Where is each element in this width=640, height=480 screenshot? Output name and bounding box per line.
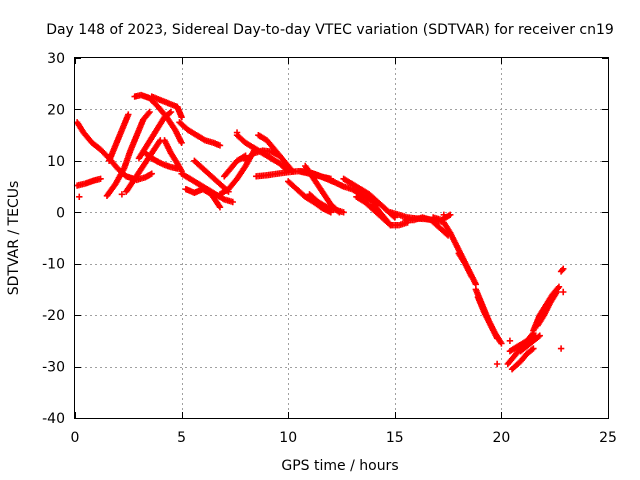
x-axis-label: GPS time / hours	[281, 458, 398, 474]
data-point	[536, 332, 543, 339]
data-point	[216, 203, 224, 211]
data-point	[555, 283, 563, 291]
data-point	[535, 333, 542, 340]
data-point	[554, 284, 562, 292]
data-point	[340, 209, 347, 216]
data-point	[118, 191, 126, 198]
y-tick-label: -20	[42, 308, 65, 324]
x-tick-label: 15	[386, 430, 404, 446]
data-point	[178, 139, 185, 147]
data-point	[229, 198, 236, 206]
data-point	[498, 340, 505, 347]
data-point	[493, 335, 501, 342]
axis-ticks: 0 5 10 15 20 25 -40 -30 -20 -10 0 10 20 30	[42, 51, 617, 446]
data-point	[493, 360, 501, 368]
data-point	[447, 211, 454, 219]
data-point	[97, 175, 104, 183]
data-point	[148, 170, 155, 177]
data-point	[560, 265, 567, 273]
grid	[75, 58, 608, 418]
y-tick-label: -40	[42, 411, 65, 427]
y-tick-label: -10	[42, 257, 65, 273]
x-tick-label: 20	[492, 430, 510, 446]
plot-frame	[74, 57, 609, 419]
x-tick-label: 5	[177, 430, 186, 446]
data-point	[528, 346, 536, 353]
data-point	[216, 142, 224, 149]
x-tick-label: 25	[599, 430, 617, 446]
data-points	[73, 91, 567, 373]
y-axis-label: SDTVAR / TECUs	[6, 181, 22, 296]
data-point	[558, 266, 566, 274]
data-point	[560, 288, 567, 296]
data-point	[166, 109, 173, 117]
x-tick-label: 10	[279, 430, 297, 446]
y-tick-label: 30	[47, 51, 65, 67]
data-point	[553, 288, 561, 296]
data-point	[146, 108, 153, 116]
data-point	[557, 345, 565, 352]
data-point	[178, 113, 185, 121]
data-point	[506, 337, 514, 345]
data-point	[440, 211, 448, 219]
chart-title: Day 148 of 2023, Sidereal Day-to-day VTE…	[46, 22, 614, 38]
data-point	[76, 193, 83, 201]
data-point	[167, 108, 175, 116]
data-point	[125, 111, 132, 118]
y-tick-label: -30	[42, 360, 65, 376]
y-tick-label: 10	[47, 154, 65, 170]
data-point	[468, 273, 475, 280]
y-tick-label: 0	[56, 205, 65, 221]
data-point	[233, 129, 241, 136]
y-tick-label: 20	[47, 102, 65, 118]
x-tick-label: 0	[71, 430, 80, 446]
data-point	[145, 110, 152, 117]
data-point	[530, 345, 537, 352]
